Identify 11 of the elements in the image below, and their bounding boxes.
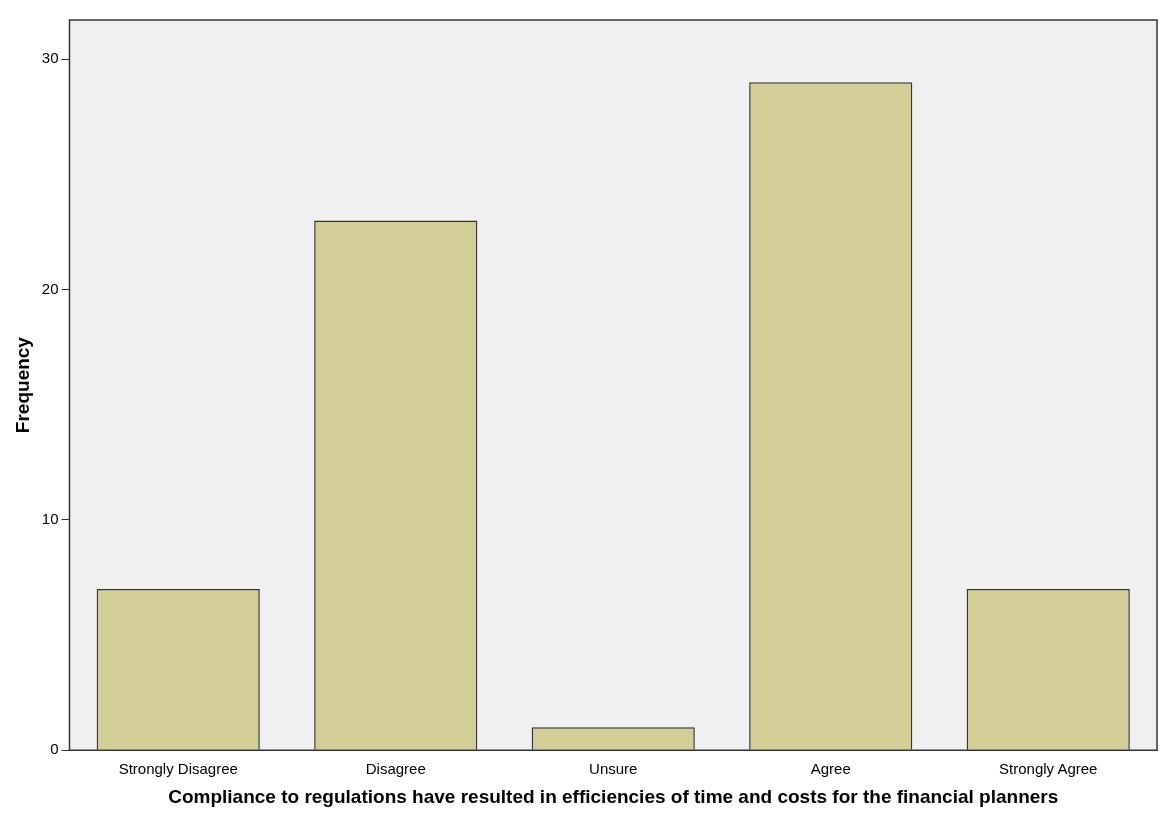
x-tick-label: Strongly Agree <box>999 760 1098 778</box>
y-tick-label: 10 <box>41 509 59 527</box>
y-axis-title: Frequency <box>11 336 33 434</box>
y-tick-label: 20 <box>41 279 59 297</box>
x-tick-label: Strongly Disagree <box>118 760 238 778</box>
x-tick-label: Unsure <box>589 760 638 778</box>
y-tick-label: 0 <box>50 740 59 758</box>
y-tick-label: 30 <box>41 49 59 67</box>
x-tick-label: Disagree <box>365 760 426 778</box>
x-tick-label: Agree <box>810 760 851 778</box>
x-axis-title: Compliance to regulations have resulted in efficiencies of time and costs for the financial planners <box>168 785 1059 807</box>
